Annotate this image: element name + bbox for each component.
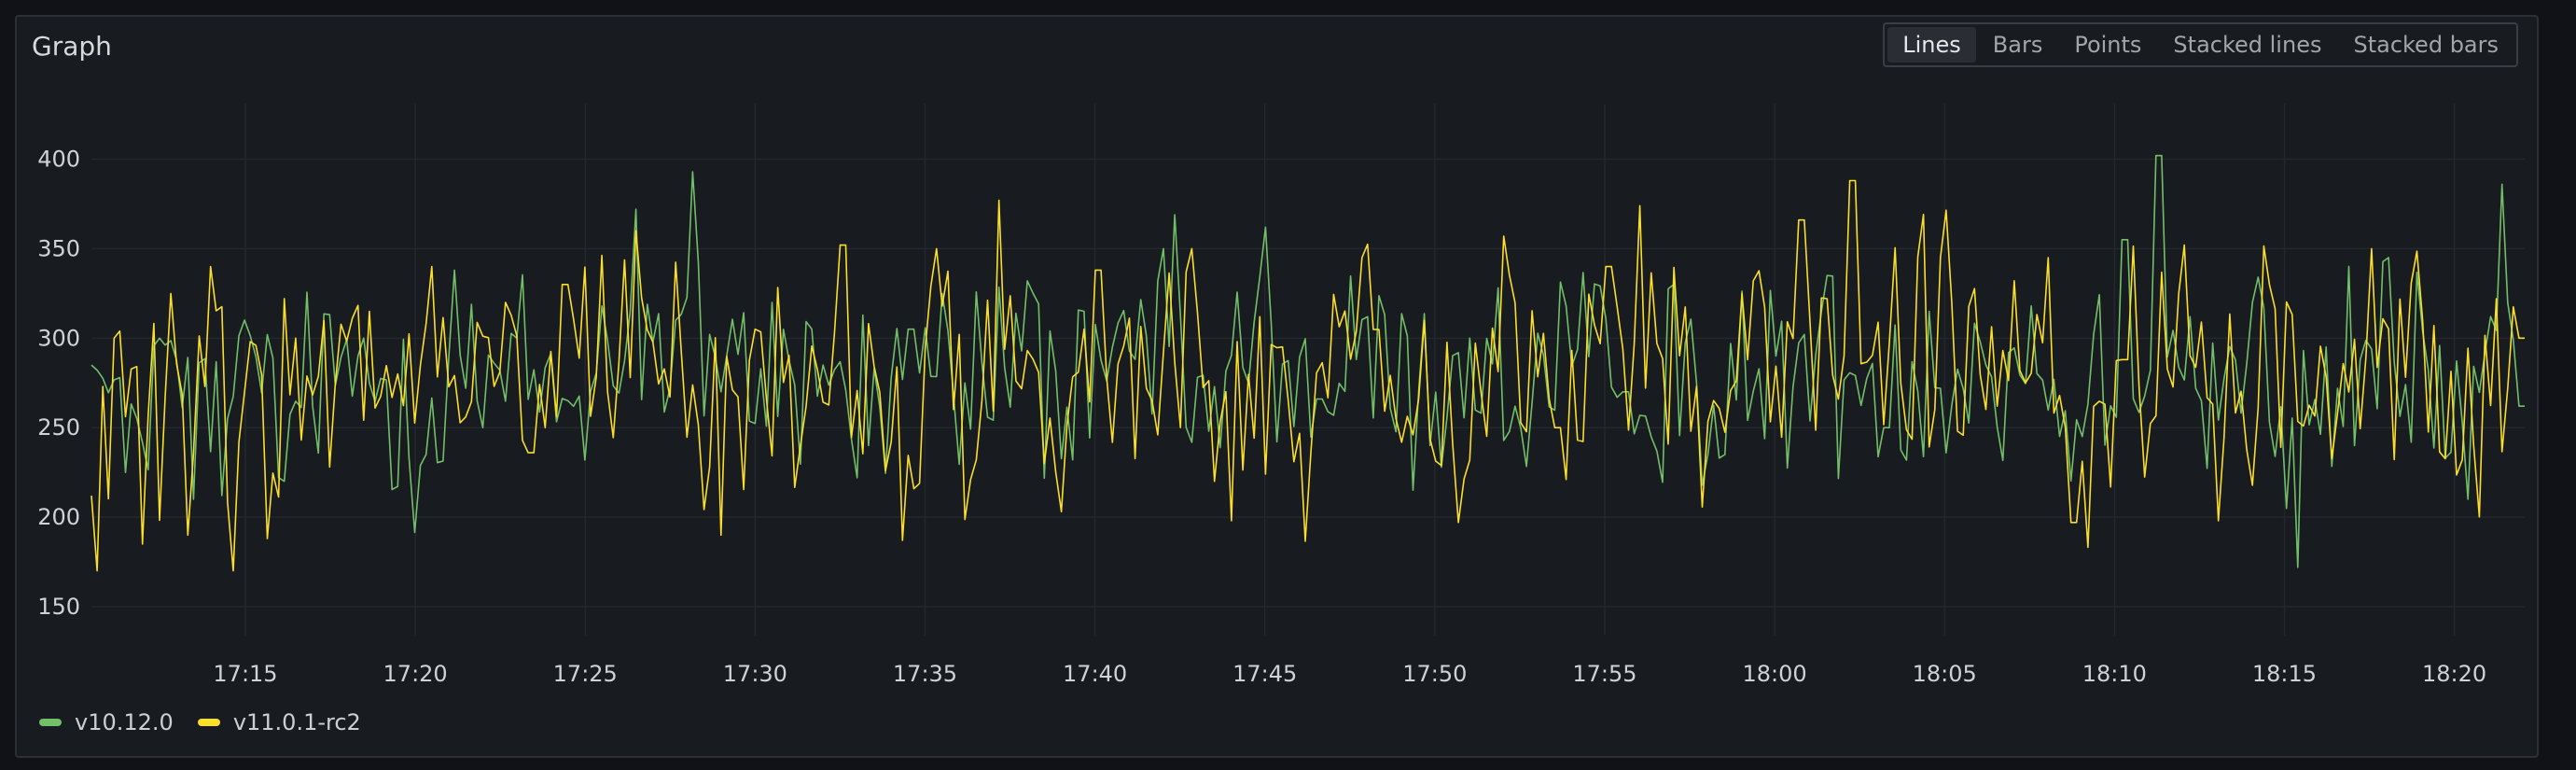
x-tick-label: 17:45	[1232, 661, 1297, 687]
x-tick-label: 17:15	[213, 661, 277, 687]
series-line-v11	[91, 179, 2525, 572]
y-tick-label: 350	[37, 235, 80, 261]
x-tick-label: 18:20	[2422, 661, 2486, 687]
y-tick-label: 250	[37, 414, 80, 441]
series-layer	[91, 154, 2525, 572]
y-tick-label: 400	[37, 147, 80, 173]
legend-label-v10: v10.12.0	[75, 709, 174, 735]
legend-item-v11[interactable]: v11.0.1-rc2	[197, 709, 361, 735]
x-tick-label: 18:00	[1743, 661, 1807, 687]
y-tick-label: 200	[37, 504, 80, 530]
x-tick-label: 18:15	[2252, 661, 2317, 687]
view-mode-stacked-bars[interactable]: Stacked bars	[2353, 32, 2499, 58]
legend-label-v11: v11.0.1-rc2	[232, 709, 361, 735]
grid-layer	[91, 104, 2525, 636]
chart-legend: v10.12.0 v11.0.1-rc2	[39, 709, 361, 735]
graph-panel: 150 200 250 300 350 400 17:15 17:20 17:25 17:30 1…	[15, 15, 2539, 758]
legend-swatch-v11	[197, 719, 220, 726]
y-axis: 150 200 250 300 350 400	[37, 147, 80, 620]
legend-swatch-v10	[39, 719, 62, 726]
x-tick-label: 17:40	[1063, 661, 1127, 687]
x-tick-label: 17:55	[1572, 661, 1636, 687]
x-axis: 17:15 17:20 17:25 17:30 17:35 17:40 17:45 17:50…	[213, 661, 2486, 687]
x-tick-label: 17:20	[383, 661, 448, 687]
x-tick-label: 18:05	[1913, 661, 1977, 687]
x-tick-label: 17:35	[893, 661, 957, 687]
y-tick-label: 300	[37, 325, 80, 351]
x-tick-label: 17:30	[723, 661, 787, 687]
view-mode-stacked-lines[interactable]: Stacked lines	[2173, 32, 2322, 58]
x-tick-label: 17:50	[1402, 661, 1467, 687]
x-tick-label: 17:25	[553, 661, 618, 687]
view-mode-points[interactable]: Points	[2074, 32, 2142, 58]
legend-item-v10[interactable]: v10.12.0	[39, 709, 174, 735]
x-tick-label: 18:10	[2082, 661, 2147, 687]
y-tick-label: 150	[37, 594, 80, 620]
view-mode-selector: Lines Bars Points Stacked lines Stacked …	[1883, 22, 2518, 67]
panel-title: Graph	[32, 31, 112, 62]
series-line-v10	[91, 154, 2525, 568]
view-mode-bars[interactable]: Bars	[1992, 32, 2043, 58]
view-mode-lines[interactable]: Lines	[1887, 27, 1976, 63]
